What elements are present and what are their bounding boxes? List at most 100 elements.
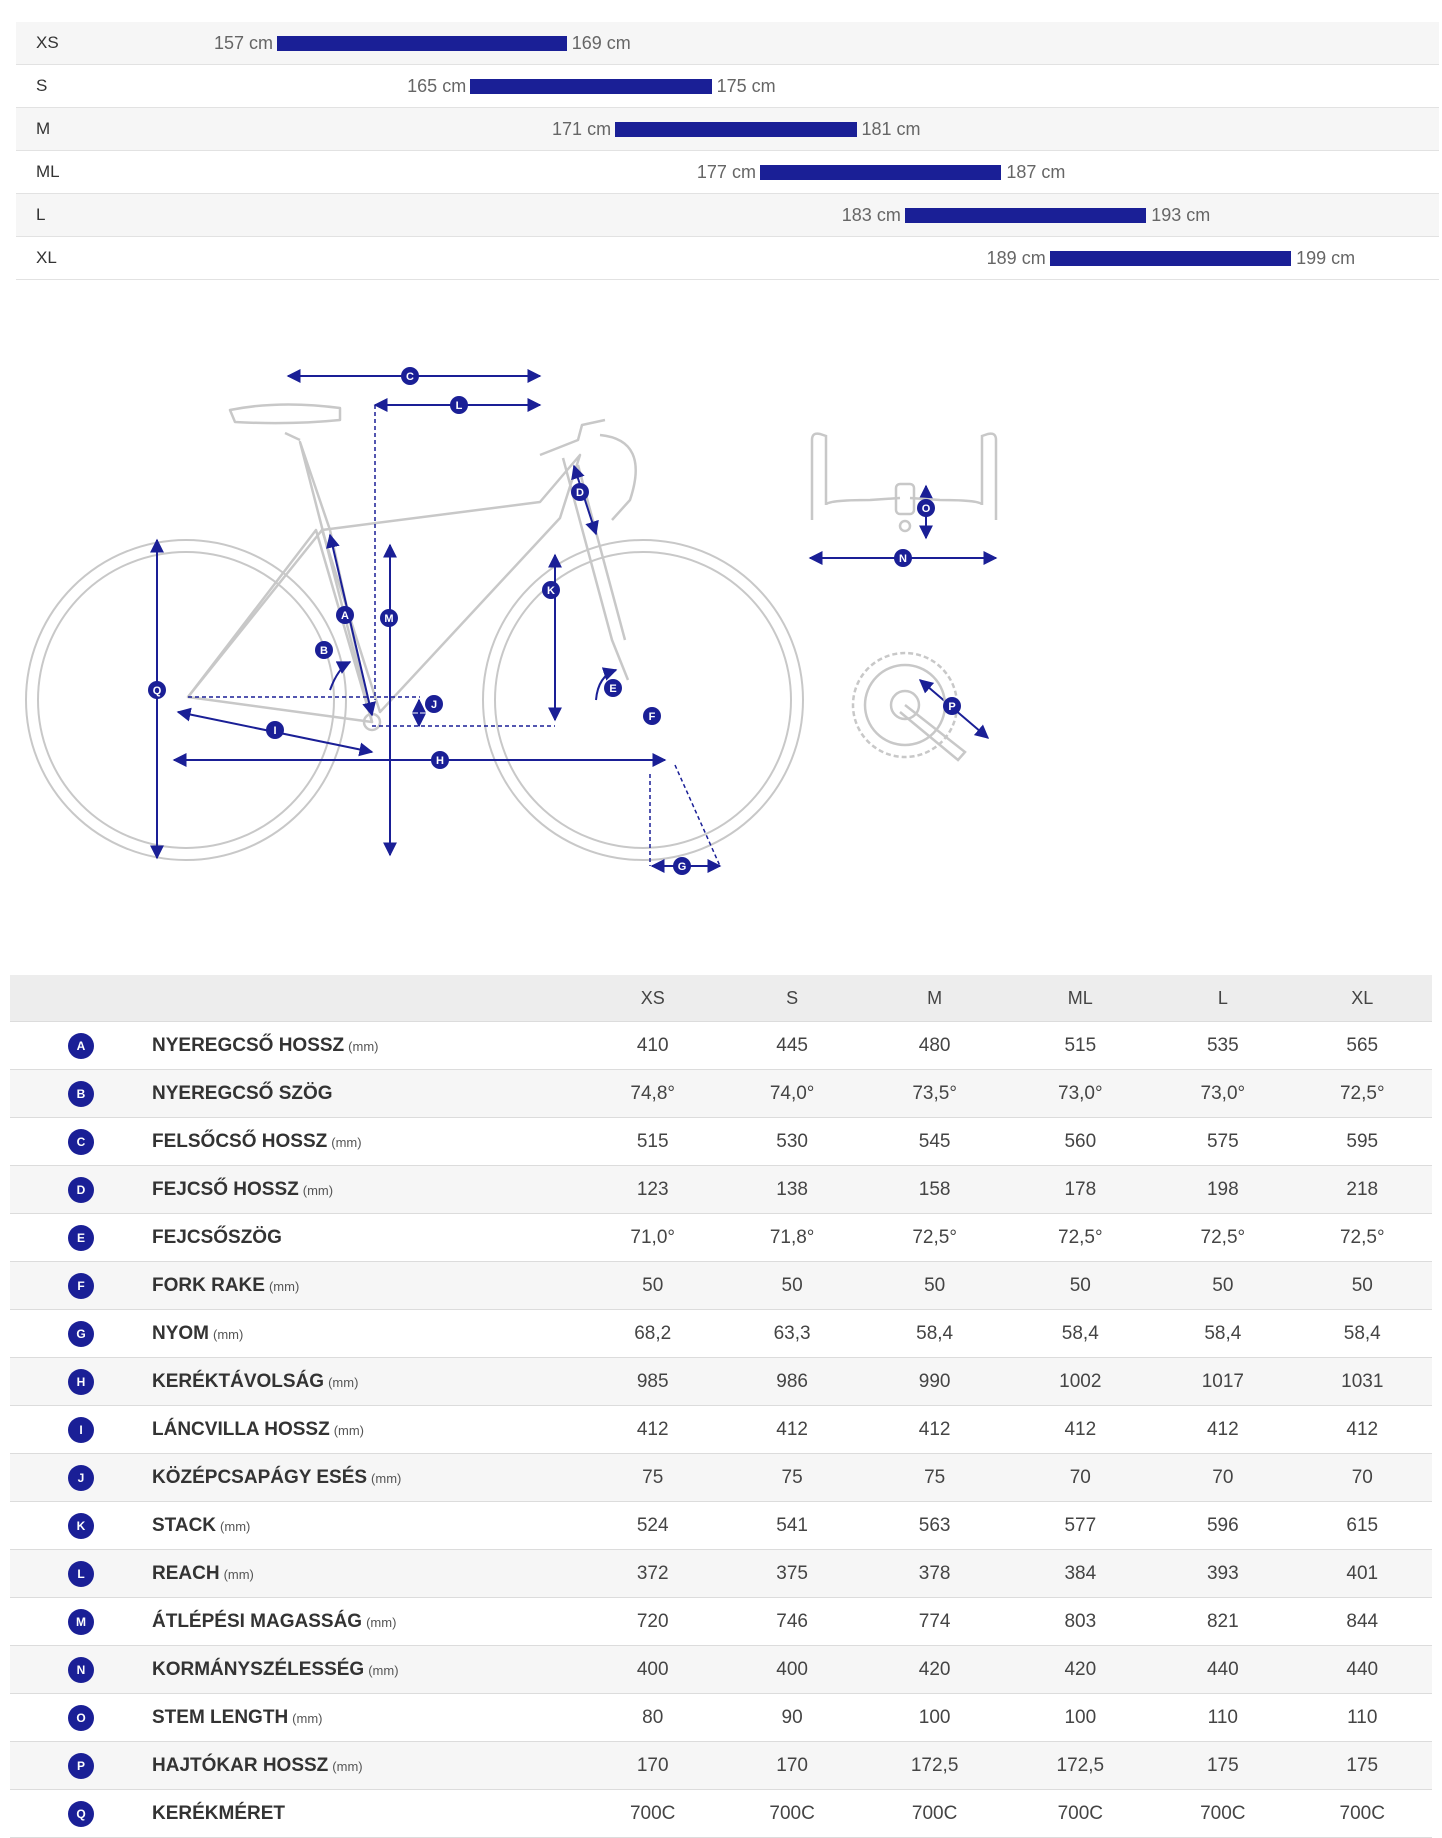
value-cell: 384: [1007, 1549, 1154, 1598]
badge-k: K: [542, 581, 560, 599]
value-cell: 63,3: [722, 1309, 862, 1358]
parameter-name: FEJCSŐSZÖG: [152, 1226, 282, 1248]
value-cell: 412: [861, 1405, 1008, 1454]
value-cell: 50: [583, 1261, 723, 1310]
svg-text:L: L: [456, 400, 463, 412]
value-cell: 75: [583, 1453, 723, 1502]
size-row: ML 177 cm 187 cm: [16, 151, 1439, 194]
svg-text:N: N: [899, 553, 907, 565]
table-row: J KÖZÉPCSAPÁGY ESÉS (mm) 75 75 75 70 70 70: [10, 1453, 1432, 1502]
range-min-label: 165 cm: [407, 76, 467, 96]
size-range-chart: XS 157 cm 169 cm S 165 cm 175 cm M 171 cm 181 cm…: [16, 22, 1439, 280]
value-cell: 515: [583, 1117, 723, 1166]
letter-cell: L: [10, 1549, 152, 1598]
letter-cell: J: [10, 1453, 152, 1502]
table-row: I LÁNCVILLA HOSSZ (mm) 412 412 412 412 412 412: [10, 1405, 1432, 1454]
svg-text:P: P: [948, 701, 955, 713]
table-row: O STEM LENGTH (mm) 80 90 100 100 110 110: [10, 1693, 1432, 1742]
badge-p: P: [943, 697, 961, 715]
range-bar: [904, 208, 1147, 223]
parameter-cell: FORK RAKE (mm): [152, 1261, 583, 1310]
range-min-label: 183 cm: [841, 205, 901, 225]
parameter-cell: FEJCSŐSZÖG: [152, 1213, 583, 1262]
letter-cell: D: [10, 1165, 152, 1214]
column-header: XL: [1292, 975, 1432, 1022]
letter-badge: G: [68, 1320, 94, 1347]
letter-badge: K: [68, 1512, 94, 1539]
table-row: K STACK (mm) 524 541 563 577 596 615: [10, 1501, 1432, 1550]
value-cell: 420: [1007, 1645, 1154, 1694]
letter-cell: Q: [10, 1789, 152, 1838]
parameter-cell: FELSŐCSŐ HOSSZ (mm): [152, 1117, 583, 1166]
value-cell: 175: [1153, 1741, 1293, 1790]
value-cell: 560: [1007, 1117, 1154, 1166]
value-cell: 575: [1153, 1117, 1293, 1166]
badge-a: A: [336, 606, 354, 624]
letter-badge: O: [68, 1704, 94, 1731]
geometry-table: XS S M ML L XL A NYEREGCSŐ HOSSZ (mm) 410 445 480 5…: [10, 975, 1432, 1838]
value-cell: 70: [1153, 1453, 1293, 1502]
value-cell: 440: [1292, 1645, 1432, 1694]
range-bar: [277, 36, 567, 51]
size-label: XS: [36, 33, 59, 52]
value-cell: 50: [1007, 1261, 1154, 1310]
parameter-unit: (mm): [348, 1038, 379, 1054]
parameter-cell: KERÉKTÁVOLSÁG (mm): [152, 1357, 583, 1406]
parameter-name: FEJCSŐ HOSSZ: [152, 1178, 299, 1200]
value-cell: 595: [1292, 1117, 1432, 1166]
svg-text:D: D: [576, 487, 584, 499]
value-cell: 50: [861, 1261, 1008, 1310]
range-bar: [1049, 251, 1292, 266]
parameter-unit: (mm): [333, 1422, 365, 1438]
svg-text:K: K: [547, 585, 555, 597]
value-cell: 985: [583, 1357, 723, 1406]
value-cell: 412: [722, 1405, 862, 1454]
parameter-name: FELSŐCSŐ HOSSZ: [152, 1130, 328, 1152]
table-row: M ÁTLÉPÉSI MAGASSÁG (mm) 720 746 774 803 821 844: [10, 1597, 1432, 1646]
letter-badge: P: [68, 1752, 94, 1779]
value-cell: 400: [722, 1645, 862, 1694]
value-cell: 700C: [722, 1789, 862, 1838]
range-max-label: 181 cm: [861, 119, 921, 139]
size-label: XL: [36, 248, 57, 267]
table-row: C FELSŐCSŐ HOSSZ (mm) 515 530 545 560 575 595: [10, 1117, 1432, 1166]
parameter-cell: KERÉKMÉRET: [152, 1789, 583, 1838]
size-row: M 171 cm 181 cm: [16, 108, 1439, 151]
value-cell: 100: [861, 1693, 1008, 1742]
value-cell: 72,5°: [1007, 1213, 1154, 1262]
range-min-label: 157 cm: [214, 33, 274, 53]
value-cell: 596: [1153, 1501, 1293, 1550]
value-cell: 563: [861, 1501, 1008, 1550]
value-cell: 172,5: [861, 1741, 1008, 1790]
table-row: L REACH (mm) 372 375 378 384 393 401: [10, 1549, 1432, 1598]
table-row: G NYOM (mm) 68,2 63,3 58,4 58,4 58,4 58,4: [10, 1309, 1432, 1358]
value-cell: 73,5°: [861, 1069, 1008, 1118]
badge-q: Q: [148, 681, 166, 699]
parameter-cell: STEM LENGTH (mm): [152, 1693, 583, 1742]
value-cell: 410: [583, 1021, 723, 1070]
value-cell: 378: [861, 1549, 1008, 1598]
value-cell: 541: [722, 1501, 862, 1550]
letter-badge: A: [68, 1032, 94, 1059]
parameter-unit: (mm): [302, 1182, 334, 1198]
svg-text:F: F: [649, 711, 656, 723]
parameter-name: REACH: [152, 1562, 220, 1584]
value-cell: 986: [722, 1357, 862, 1406]
value-cell: 524: [583, 1501, 723, 1550]
column-header: L: [1153, 975, 1293, 1022]
parameter-cell: FEJCSŐ HOSSZ (mm): [152, 1165, 583, 1214]
parameter-name: HAJTÓKAR HOSSZ: [152, 1754, 329, 1776]
value-cell: 565: [1292, 1021, 1432, 1070]
parameter-name: STEM LENGTH: [152, 1706, 289, 1728]
value-cell: 73,0°: [1153, 1069, 1293, 1118]
value-cell: 110: [1292, 1693, 1432, 1742]
parameter-unit: (mm): [366, 1614, 397, 1630]
table-header-row: XS S M ML L XL: [10, 975, 1432, 1022]
rear-wheel: [25, 539, 347, 861]
parameter-cell: NYEREGCSŐ SZÖG: [152, 1069, 583, 1118]
value-cell: 75: [861, 1453, 1008, 1502]
value-cell: 700C: [861, 1789, 1008, 1838]
badge-m: M: [380, 609, 398, 627]
letter-cell: I: [10, 1405, 152, 1454]
parameter-cell: NYOM (mm): [152, 1309, 583, 1358]
